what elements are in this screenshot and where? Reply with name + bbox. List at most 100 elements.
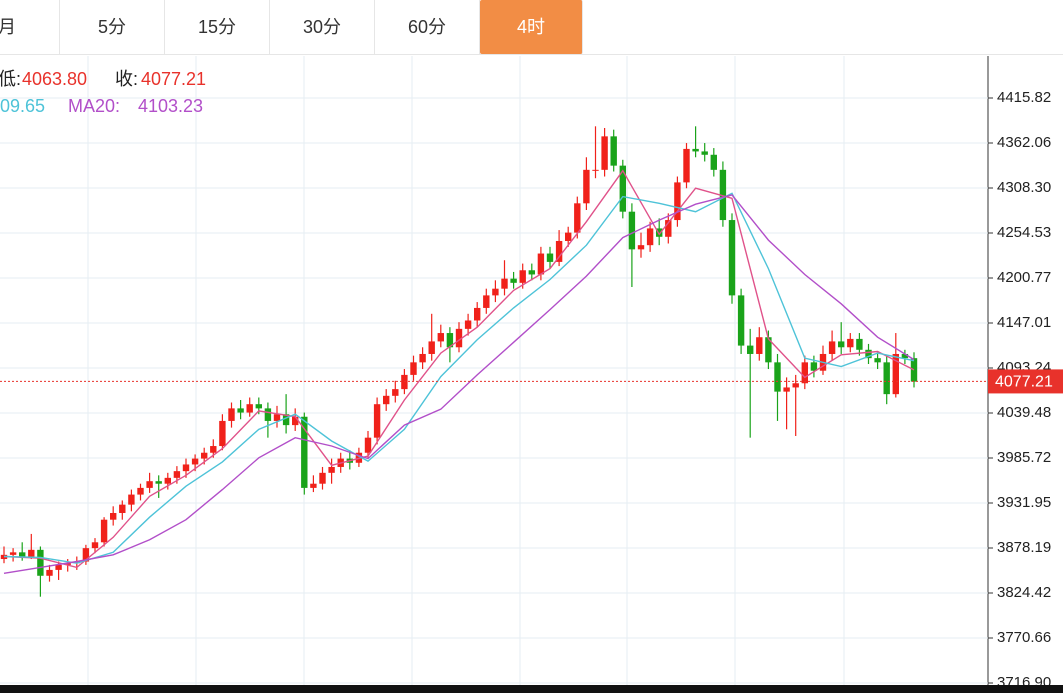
candle-body [428, 341, 435, 354]
tab[interactable]: 15分 [165, 0, 270, 54]
candle-body [37, 549, 44, 576]
candle-body [464, 320, 472, 329]
tab[interactable]: 5分 [60, 0, 165, 54]
info-text: 09.65 [0, 96, 45, 116]
candle-body [874, 358, 881, 363]
candle-body [219, 420, 226, 447]
last-price-label: 4077.21 [995, 374, 1053, 391]
tab[interactable]: 月 [0, 0, 60, 54]
candle-body [19, 552, 26, 557]
candle-body [801, 362, 808, 384]
last-price-box [988, 369, 1063, 394]
candle-body [364, 437, 372, 453]
candle-body [264, 408, 272, 421]
candle-body [328, 466, 335, 473]
candle-body [619, 165, 626, 212]
candle-body [383, 395, 390, 405]
candle-body [783, 387, 790, 392]
candle-body [546, 253, 554, 262]
candle-body [810, 362, 818, 371]
candle-body [474, 307, 481, 321]
candle-body [501, 278, 508, 289]
info-text: MA20: [68, 96, 120, 116]
candle-body [601, 136, 608, 170]
candle-body [728, 220, 736, 296]
candle-body [847, 338, 854, 348]
candle-body [674, 182, 681, 221]
candle-body [437, 333, 444, 342]
candle-body [828, 341, 836, 354]
candle-body [119, 504, 126, 513]
candle-body [565, 232, 572, 241]
candle-body [692, 148, 699, 152]
candle-body [683, 148, 690, 183]
candle-body [483, 295, 490, 308]
bottom-bar [0, 685, 1063, 693]
candle-body [273, 414, 281, 421]
candle-body [446, 333, 454, 348]
candle-body [455, 328, 463, 348]
y-tick-label: 3770.66 [997, 629, 1051, 646]
candle-body [246, 404, 253, 413]
candle-body [128, 494, 135, 505]
y-tick-label: 4254.53 [997, 224, 1051, 241]
vertical-grid [87, 56, 845, 685]
candle-body [228, 408, 235, 421]
candle-body [9, 552, 17, 555]
candle-body [210, 446, 217, 453]
candle-body [55, 564, 62, 570]
candle-body [64, 563, 71, 565]
candle-body [292, 416, 299, 426]
candle-body [164, 477, 171, 484]
tab[interactable]: 60分 [375, 0, 480, 54]
y-tick-label: 4147.01 [997, 314, 1051, 331]
y-tick-label: 3878.19 [997, 539, 1051, 556]
candle-body [191, 458, 199, 465]
candle-body [100, 519, 108, 543]
candle-body [392, 389, 399, 396]
candle-body [201, 452, 208, 459]
candle-body [892, 353, 899, 395]
candle-body [319, 472, 326, 484]
tab[interactable]: 4时 [480, 0, 583, 54]
candle-body [774, 362, 781, 392]
tab[interactable]: 30分 [270, 0, 375, 54]
y-tick-label: 3985.72 [997, 449, 1051, 466]
y-tick-label: 4362.06 [997, 134, 1051, 151]
candle-body [91, 542, 99, 549]
candle-body [137, 487, 144, 495]
candle-body [756, 337, 763, 354]
candle-body [492, 288, 499, 296]
y-tick-label: 3931.95 [997, 494, 1051, 511]
candle-body [282, 414, 290, 426]
candle-body [537, 253, 545, 275]
candle-body [555, 240, 563, 262]
moving-average-line [3, 194, 915, 574]
candle-body [865, 349, 872, 359]
tab-bar: 月 5分 15分 30分 60分 4时 [0, 0, 1063, 55]
candle-body [637, 245, 645, 250]
candle-body [628, 211, 636, 250]
candle-body [110, 512, 117, 520]
candle-body [82, 548, 90, 562]
info-text: 4077.21 [141, 69, 206, 89]
candle-body [255, 404, 262, 409]
candle-body [519, 270, 526, 283]
candle-body [792, 383, 799, 388]
y-tick-label: 3824.42 [997, 584, 1051, 601]
candle-body [410, 362, 417, 375]
info-text: 低: [0, 69, 21, 89]
y-tick-label: 4308.30 [997, 179, 1051, 196]
candle-body [28, 549, 35, 557]
info-text: 4063.80 [22, 69, 87, 89]
candle-body [373, 404, 381, 438]
candle-body [838, 341, 845, 348]
candle-body [765, 337, 772, 363]
candle-body [701, 151, 708, 155]
candle-body [592, 169, 599, 171]
candle-body [419, 353, 426, 363]
candle-body [146, 481, 153, 488]
candle-body [646, 228, 654, 246]
candle-body [310, 483, 317, 488]
